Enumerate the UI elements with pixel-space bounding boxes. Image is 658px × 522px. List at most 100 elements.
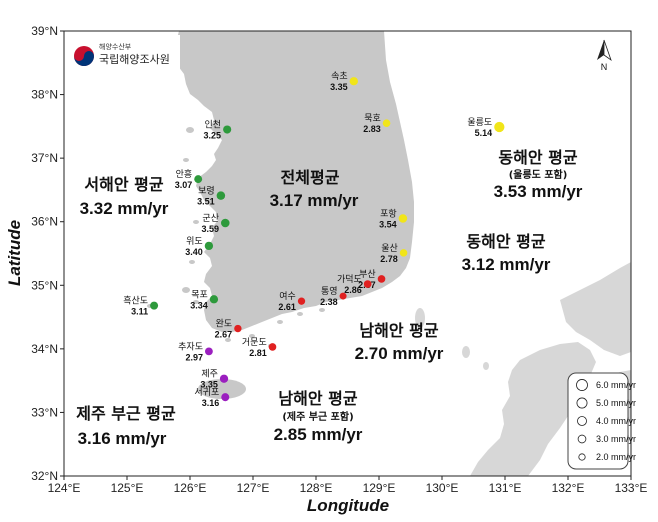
logo-agency: 국립해양조사원 bbox=[99, 52, 170, 66]
y-tick-label: 35°N bbox=[31, 278, 58, 292]
station-marker[interactable] bbox=[363, 280, 372, 288]
station-marker[interactable] bbox=[209, 295, 219, 304]
station-marker[interactable] bbox=[382, 119, 391, 127]
station-울산[interactable]: 울산2.78 bbox=[380, 243, 408, 264]
station-marker[interactable] bbox=[349, 77, 358, 86]
station-보령[interactable]: 보령3.51 bbox=[197, 185, 226, 207]
station-value: 3.16 bbox=[202, 398, 220, 408]
land-japan-honshu bbox=[560, 262, 631, 356]
station-name: 울산 bbox=[381, 243, 398, 254]
station-name: 가덕도 bbox=[337, 274, 362, 285]
station-name: 여수 bbox=[279, 290, 296, 302]
station-marker[interactable] bbox=[297, 297, 306, 305]
station-marker[interactable] bbox=[150, 301, 159, 310]
legend-label: 2.0 mm/yr bbox=[596, 452, 636, 462]
region-jeju: 제주 부근 평균 3.16 mm/yr bbox=[76, 404, 176, 448]
legend-circle bbox=[576, 397, 588, 409]
jeju-title: 제주 부근 평균 bbox=[76, 404, 176, 423]
station-value: 3.34 bbox=[190, 300, 208, 310]
x-axis-title: Longitude bbox=[307, 496, 389, 515]
y-tick-label: 32°N bbox=[31, 469, 58, 483]
station-name: 목포 bbox=[191, 289, 208, 300]
station-value: 2.67 bbox=[215, 330, 233, 340]
station-value: 3.35 bbox=[200, 380, 218, 390]
north-arrow-icon: N bbox=[597, 39, 612, 72]
south-incl-sub: (제주 부근 포함) bbox=[282, 410, 353, 423]
station-name: 거문도 bbox=[242, 337, 267, 348]
station-여수[interactable]: 여수2.61 bbox=[278, 290, 306, 312]
station-marker[interactable] bbox=[205, 347, 213, 356]
station-markers: 속초3.35묵호2.83울릉도5.14포항3.54울산2.78부산2.87가덕도… bbox=[123, 71, 505, 408]
land-japan-kyushu bbox=[470, 342, 596, 476]
south-incl-rate: 2.85 mm/yr bbox=[274, 425, 363, 444]
y-tick-label: 34°N bbox=[31, 342, 58, 356]
station-marker[interactable] bbox=[194, 175, 203, 184]
legend-circle bbox=[578, 453, 586, 461]
map-frame bbox=[63, 30, 632, 477]
station-목포[interactable]: 목포3.34 bbox=[190, 289, 219, 310]
y-tick-label: 33°N bbox=[31, 405, 58, 419]
legend-label: 6.0 mm/yr bbox=[596, 380, 636, 390]
legend-box bbox=[567, 372, 629, 470]
station-value: 2.86 bbox=[344, 285, 362, 295]
legend-label: 3.0 mm/yr bbox=[596, 434, 636, 444]
station-marker[interactable] bbox=[398, 214, 408, 223]
region-west: 서해안 평균 3.32 mm/yr bbox=[80, 175, 169, 218]
station-value: 3.54 bbox=[379, 220, 397, 230]
legend-label: 4.0 mm/yr bbox=[596, 416, 636, 426]
station-value: 3.07 bbox=[175, 180, 193, 190]
station-위도[interactable]: 위도3.40 bbox=[185, 236, 214, 257]
station-인천[interactable]: 인천3.25 bbox=[204, 120, 232, 141]
east-incl-rate: 3.53 mm/yr bbox=[494, 182, 583, 201]
land-jeju bbox=[198, 379, 246, 399]
station-통영[interactable]: 통영2.38 bbox=[320, 286, 347, 307]
station-제주[interactable]: 제주3.35 bbox=[200, 369, 229, 390]
station-marker[interactable] bbox=[399, 249, 408, 257]
west-rate: 3.32 mm/yr bbox=[80, 199, 169, 218]
x-tick-label: 127°E bbox=[237, 481, 270, 495]
east-title: 동해안 평균 bbox=[466, 232, 545, 251]
station-marker[interactable] bbox=[377, 275, 386, 283]
x-tick-label: 130°E bbox=[426, 481, 459, 495]
station-포항[interactable]: 포항3.54 bbox=[379, 209, 408, 230]
station-name: 인천 bbox=[205, 120, 222, 131]
station-안흥[interactable]: 안흥3.07 bbox=[175, 168, 203, 190]
station-marker[interactable] bbox=[220, 218, 230, 228]
station-marker[interactable] bbox=[268, 343, 277, 351]
station-완도[interactable]: 완도2.67 bbox=[215, 319, 242, 340]
station-marker[interactable] bbox=[221, 393, 230, 402]
region-east: 동해안 평균 3.12 mm/yr bbox=[462, 232, 551, 274]
station-value: 2.81 bbox=[249, 348, 267, 358]
station-name: 울릉도 bbox=[467, 117, 492, 128]
station-marker[interactable] bbox=[234, 324, 242, 333]
station-속초[interactable]: 속초3.35 bbox=[330, 71, 358, 92]
station-marker[interactable] bbox=[204, 241, 214, 251]
x-axis-ticks: 124°E 125°E 126°E 127°E 128°E 129°E 130°E 131°E… bbox=[48, 476, 647, 495]
region-east-incl-ulleung: 동해안 평균 (울릉도 포함) 3.53 mm/yr bbox=[494, 148, 583, 201]
station-묵호[interactable]: 묵호2.83 bbox=[363, 113, 391, 134]
station-marker[interactable] bbox=[223, 125, 232, 134]
station-marker[interactable] bbox=[494, 121, 505, 133]
station-marker[interactable] bbox=[339, 292, 347, 300]
region-south: 남해안 평균 2.70 mm/yr bbox=[355, 321, 444, 363]
station-name: 통영 bbox=[321, 286, 338, 297]
legend-circle bbox=[576, 379, 588, 391]
x-tick-label: 129°E bbox=[363, 481, 396, 495]
station-value: 3.35 bbox=[330, 82, 348, 92]
station-marker[interactable] bbox=[219, 374, 229, 383]
station-value: 3.40 bbox=[185, 247, 203, 257]
station-marker[interactable] bbox=[216, 191, 226, 200]
station-name: 부산 bbox=[359, 269, 376, 280]
station-name: 안흥 bbox=[176, 168, 193, 180]
south-title: 남해안 평균 bbox=[359, 321, 438, 340]
overall-title: 전체평균 bbox=[281, 168, 340, 187]
y-tick-label: 38°N bbox=[31, 88, 58, 102]
station-군산[interactable]: 군산3.59 bbox=[201, 213, 230, 234]
